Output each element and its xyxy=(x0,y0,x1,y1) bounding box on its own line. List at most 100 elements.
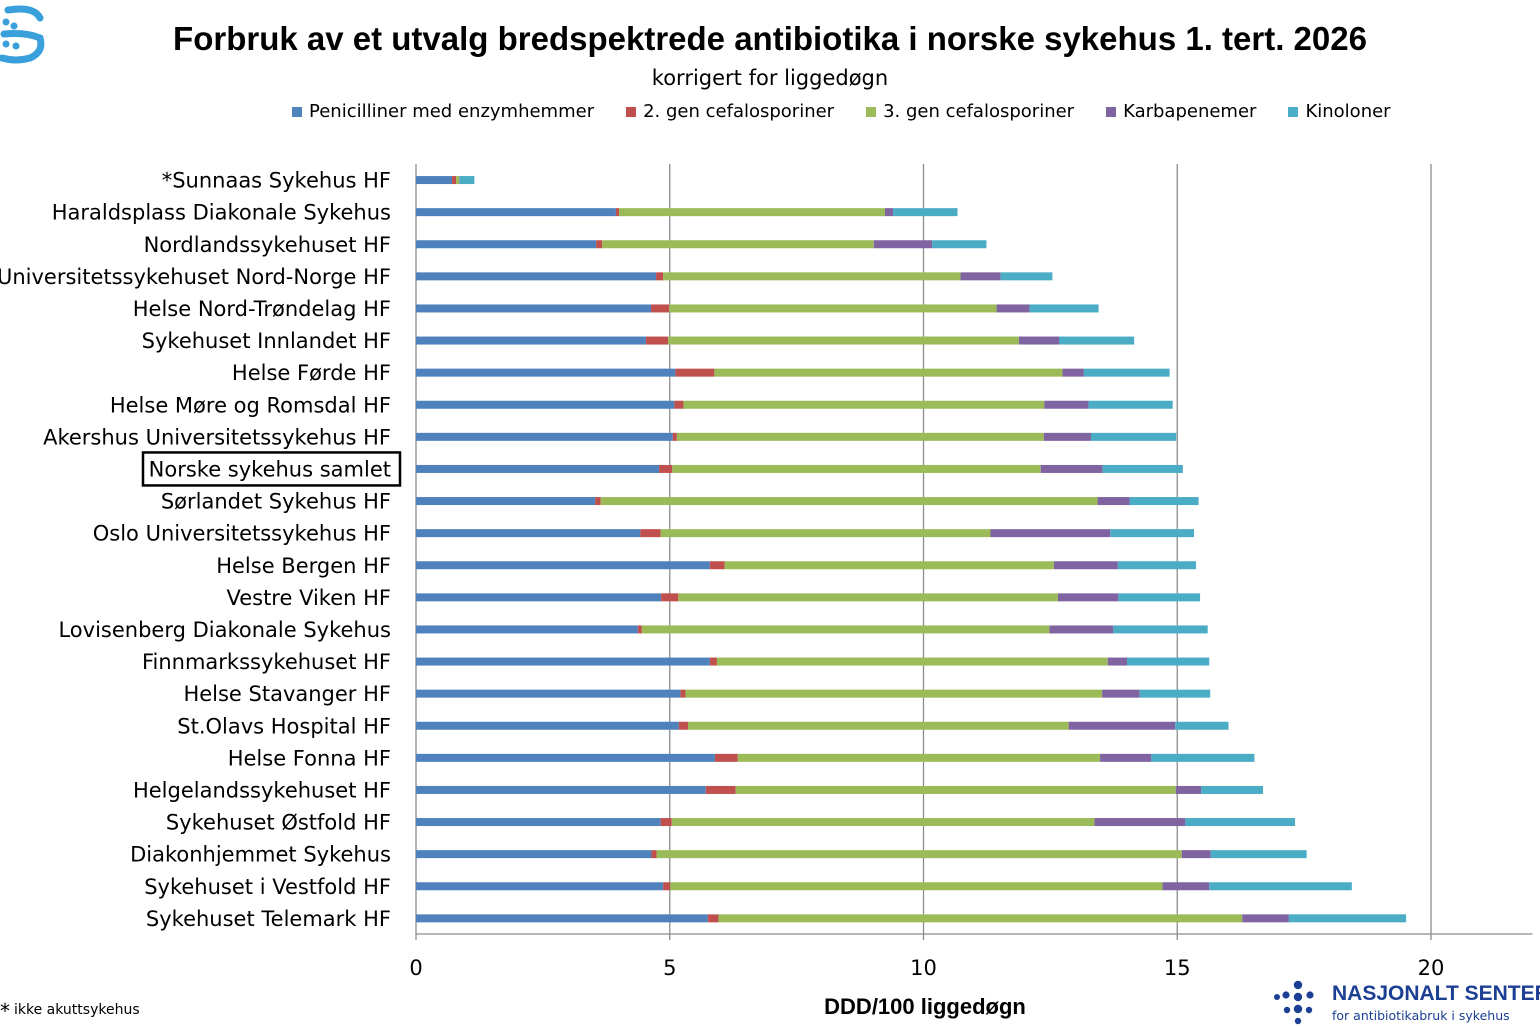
category-label: Norske sykehus samlet xyxy=(149,457,391,481)
bar-segment xyxy=(1018,336,1060,345)
highlight-box xyxy=(141,451,402,487)
x-tick-label: 15 xyxy=(1164,956,1191,980)
bar-segment xyxy=(641,625,1050,634)
legend-item: 2. gen cefalosporiner xyxy=(626,101,834,122)
bar-segment xyxy=(709,561,725,570)
category-label: Sykehuset Innlandet HF xyxy=(142,329,391,353)
bar-segment xyxy=(1043,432,1091,441)
legend-swatch xyxy=(1106,106,1117,117)
bar-segment xyxy=(1107,657,1128,666)
legend-label: Kinoloner xyxy=(1305,101,1391,122)
chart-subtitle: korrigert for liggedøgn xyxy=(651,66,889,90)
bar-segment xyxy=(416,753,715,762)
x-tick-label: 5 xyxy=(663,956,676,980)
bar-segment xyxy=(452,176,457,185)
x-tick-label: 20 xyxy=(1418,956,1445,980)
bar-segment xyxy=(678,721,689,730)
bar-segment xyxy=(1209,882,1352,891)
bar-segment xyxy=(416,689,681,698)
brand-subtitle: for antibiotikabruk i sykehus xyxy=(1332,1008,1510,1023)
bar-segment xyxy=(1000,272,1053,281)
category-label: Helgelandssykehuset HF xyxy=(133,778,391,802)
bar-segment xyxy=(705,785,736,794)
bar-segment xyxy=(669,304,997,313)
bar-segment xyxy=(1057,593,1119,602)
bar-segment xyxy=(416,497,596,506)
bar-segment xyxy=(873,240,933,249)
bar-segment xyxy=(596,240,603,249)
bar-segment xyxy=(672,464,1041,473)
bar-segment xyxy=(1088,400,1173,409)
bar-segment xyxy=(1068,721,1176,730)
brand-dots-icon xyxy=(1274,980,1314,1025)
bar-segment xyxy=(996,304,1030,313)
legend-label: Penicilliner med enzymhemmer xyxy=(309,101,595,122)
category-label: Haraldsplass Diakonale Sykehus xyxy=(52,201,391,225)
bar-segment xyxy=(416,368,676,377)
bar-segment xyxy=(1059,336,1135,345)
bar-segment xyxy=(1053,561,1118,570)
bar-segment xyxy=(416,721,679,730)
category-label: Sykehuset i Vestfold HF xyxy=(144,875,391,899)
bar-segment xyxy=(1175,721,1229,730)
bar-segment xyxy=(663,882,671,891)
bar-segment xyxy=(714,753,738,762)
bar-segment xyxy=(1090,432,1177,441)
bar-segment xyxy=(615,208,619,217)
bar-segment xyxy=(714,368,1063,377)
bar-segment xyxy=(459,176,475,185)
bar-segment xyxy=(676,432,1044,441)
bar-segment xyxy=(416,561,710,570)
bar-segment xyxy=(675,368,715,377)
bar-segment xyxy=(1139,689,1211,698)
bar-segment xyxy=(619,208,885,217)
legend-swatch xyxy=(866,106,877,117)
legend-label: 3. gen cefalosporiner xyxy=(883,101,1075,122)
bar-segment xyxy=(688,721,1069,730)
bar-segment xyxy=(707,914,719,923)
bar-segment xyxy=(602,240,874,249)
bar-segment xyxy=(678,593,1058,602)
legend-swatch xyxy=(292,106,302,117)
footnote-text: ikke akuttsykehus xyxy=(14,1002,140,1018)
bar-segment xyxy=(1181,850,1211,859)
chart-title: Forbruk av et utvalg bredspektrede antib… xyxy=(173,20,1367,57)
category-label: Helse Nord-Trøndelag HF xyxy=(133,297,391,321)
category-label: Universitetssykehuset Nord-Norge HF xyxy=(0,265,391,289)
bar-segment xyxy=(660,818,672,827)
category-label: Helse Møre og Romsdal HF xyxy=(110,393,391,417)
bar-segment xyxy=(718,914,1243,923)
legend-item: Kinoloner xyxy=(1288,101,1391,122)
bar-segment xyxy=(1040,464,1103,473)
bar-segment xyxy=(960,272,1001,281)
bar-segment xyxy=(651,850,657,859)
category-label: Oslo Universitetssykehus HF xyxy=(93,522,391,546)
bar-segment xyxy=(1102,689,1140,698)
x-axis-title: DDD/100 liggedøgn xyxy=(824,994,1026,1019)
bar-segment xyxy=(416,272,657,281)
bar-segment xyxy=(416,625,638,634)
bar-segment xyxy=(1102,464,1183,473)
bar-segment xyxy=(1151,753,1255,762)
bar-segment xyxy=(674,400,684,409)
bar-segment xyxy=(1162,882,1210,891)
bar-segment xyxy=(660,529,991,538)
logo-icon xyxy=(0,5,45,64)
bar-segment xyxy=(416,785,706,794)
bar-segment xyxy=(645,336,669,345)
bar-segment xyxy=(416,529,641,538)
bar-segment xyxy=(416,304,651,313)
legend-item: Karbapenemer xyxy=(1106,101,1256,122)
bar-segment xyxy=(416,657,710,666)
bar-segment xyxy=(671,818,1095,827)
bar-segment xyxy=(1083,368,1170,377)
category-label: Helse Bergen HF xyxy=(216,554,391,578)
legend-swatch xyxy=(626,106,637,117)
legend-label: Karbapenemer xyxy=(1123,101,1257,122)
bar-segment xyxy=(735,785,1176,794)
bar-segment xyxy=(990,529,1111,538)
bar-segment xyxy=(416,593,662,602)
bar-segment xyxy=(416,432,673,441)
category-label: Helse Førde HF xyxy=(232,361,391,385)
category-label: Helse Stavanger HF xyxy=(183,682,391,706)
